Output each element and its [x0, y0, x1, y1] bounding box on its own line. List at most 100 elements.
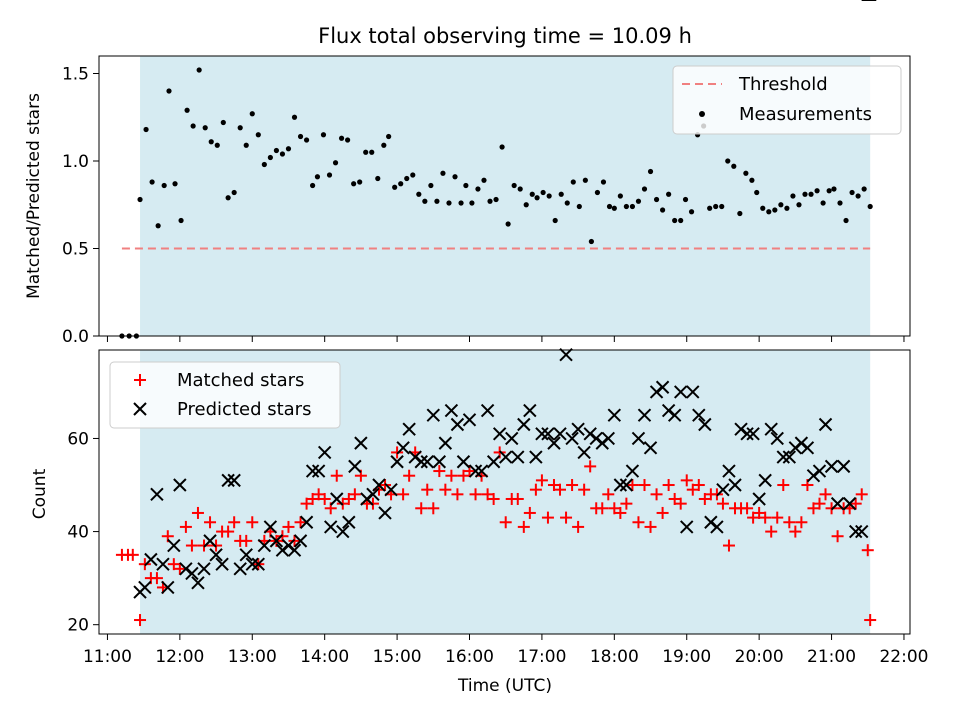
- predicted-star-marker: [728, 478, 742, 492]
- matched-star-marker: [403, 469, 416, 482]
- predicted-star-marker: [758, 473, 772, 488]
- measurement-point: [363, 149, 369, 155]
- measurement-point: [225, 195, 231, 201]
- legend-matched-label: Matched stars: [177, 370, 304, 391]
- matched-star-marker: [246, 516, 259, 529]
- measurement-point: [778, 202, 784, 208]
- measurement-point: [452, 174, 458, 180]
- predicted-star-marker: [444, 403, 459, 418]
- bottom-y-ticks: 20 40 60: [67, 429, 99, 636]
- predicted-star-marker: [764, 422, 778, 436]
- predicted-star-marker: [855, 524, 869, 539]
- matched-star-marker: [427, 502, 440, 515]
- measurement-point: [617, 193, 623, 199]
- predicted-star-marker: [227, 473, 241, 488]
- measurement-point: [814, 188, 820, 194]
- measurement-point: [688, 209, 695, 215]
- measurement-point: [849, 189, 855, 196]
- measurement-point: [208, 139, 214, 145]
- matched-star-marker: [282, 520, 295, 533]
- ratio-panel: 0.0 0.5 1.0 1.5 Matched/Predicted stars Thr…: [24, 55, 911, 347]
- predicted-star-marker: [144, 552, 158, 567]
- matched-star-marker: [535, 474, 548, 487]
- predicted-star-marker: [462, 413, 477, 427]
- predicted-star-marker: [221, 473, 235, 488]
- measurement-point: [867, 203, 873, 210]
- measurement-point: [261, 161, 267, 168]
- matched-star-marker: [789, 525, 802, 538]
- predicted-star-marker: [842, 496, 857, 511]
- legend-measurements-marker: [699, 111, 705, 117]
- measurement-point: [487, 198, 493, 204]
- x-tick-label: 19:00: [662, 647, 711, 667]
- predicted-star-marker: [541, 427, 555, 441]
- predicted-star-marker: [402, 422, 416, 436]
- bottom-y-tick-label: 20: [67, 616, 89, 636]
- top-legend: Threshold Measurements: [672, 65, 902, 135]
- predicted-star-marker: [161, 580, 175, 595]
- measurement-point: [666, 191, 672, 197]
- measurement-point: [600, 179, 607, 185]
- predicted-star-marker: [559, 347, 573, 362]
- predicted-star-marker: [317, 445, 332, 460]
- measurement-point: [463, 182, 469, 189]
- x-tick-label: 17:00: [517, 647, 566, 667]
- measurement-point: [623, 203, 629, 210]
- predicted-star-marker: [342, 515, 356, 529]
- matched-star-marker: [481, 488, 494, 501]
- matched-star-marker: [644, 520, 657, 533]
- measurement-point: [137, 196, 143, 203]
- top-axes-frame: [98, 55, 911, 337]
- matched-star-marker: [614, 506, 627, 519]
- measurement-point: [422, 198, 428, 204]
- matched-star-marker: [348, 488, 361, 501]
- measurement-point: [749, 177, 755, 183]
- matched-star-marker: [134, 614, 147, 627]
- matched-star-marker: [608, 502, 621, 515]
- matched-star-marker: [439, 483, 452, 496]
- predicted-star-marker: [167, 538, 181, 553]
- matched-star-marker: [541, 511, 554, 524]
- predicted-star-marker: [156, 557, 170, 571]
- matched-star-marker: [747, 511, 760, 524]
- x-tick-label: 16:00: [445, 647, 494, 667]
- x-tick-label: 11:00: [83, 647, 132, 667]
- x-tick-label: 15:00: [373, 647, 422, 667]
- measurement-point: [440, 170, 446, 176]
- predicted-star-marker: [257, 538, 272, 553]
- predicted-star-marker: [710, 520, 724, 534]
- legend-predicted-label: Predicted stars: [177, 399, 311, 420]
- matched-star-marker: [674, 497, 687, 510]
- matched-star-marker: [650, 488, 663, 501]
- predicted-star-marker: [432, 455, 447, 469]
- matched-star-marker: [517, 520, 530, 533]
- predicted-star-marker: [746, 427, 760, 441]
- measurement-point: [743, 170, 749, 176]
- matched-star-marker: [547, 479, 560, 492]
- x-tick-label: 21:00: [807, 647, 856, 667]
- predicted-star-marker: [686, 385, 700, 399]
- matched-star-marker: [759, 511, 772, 524]
- matched-star-marker: [487, 492, 500, 505]
- measurement-point: [338, 135, 345, 141]
- predicted-star-marker: [673, 385, 688, 399]
- predicted-star-marker: [571, 422, 585, 436]
- predicted-star-marker: [523, 403, 537, 418]
- predicted-star-marker: [474, 464, 489, 478]
- measurement-point: [493, 196, 499, 203]
- matched-star-marker: [421, 483, 434, 496]
- measurement-point: [517, 186, 523, 192]
- measurement-point: [820, 200, 826, 206]
- measurement-point: [754, 189, 760, 196]
- matched-star-marker: [240, 534, 253, 547]
- predicted-star-marker: [269, 534, 284, 548]
- matched-star-marker: [499, 516, 512, 529]
- measurement-point: [855, 193, 861, 199]
- measurement-point: [588, 238, 594, 245]
- measurement-point: [166, 88, 172, 94]
- measurement-point: [707, 205, 713, 211]
- measurement-point: [416, 191, 422, 197]
- matched-star-marker: [306, 492, 319, 505]
- predicted-star-marker: [722, 464, 736, 478]
- measurement-point: [458, 200, 464, 206]
